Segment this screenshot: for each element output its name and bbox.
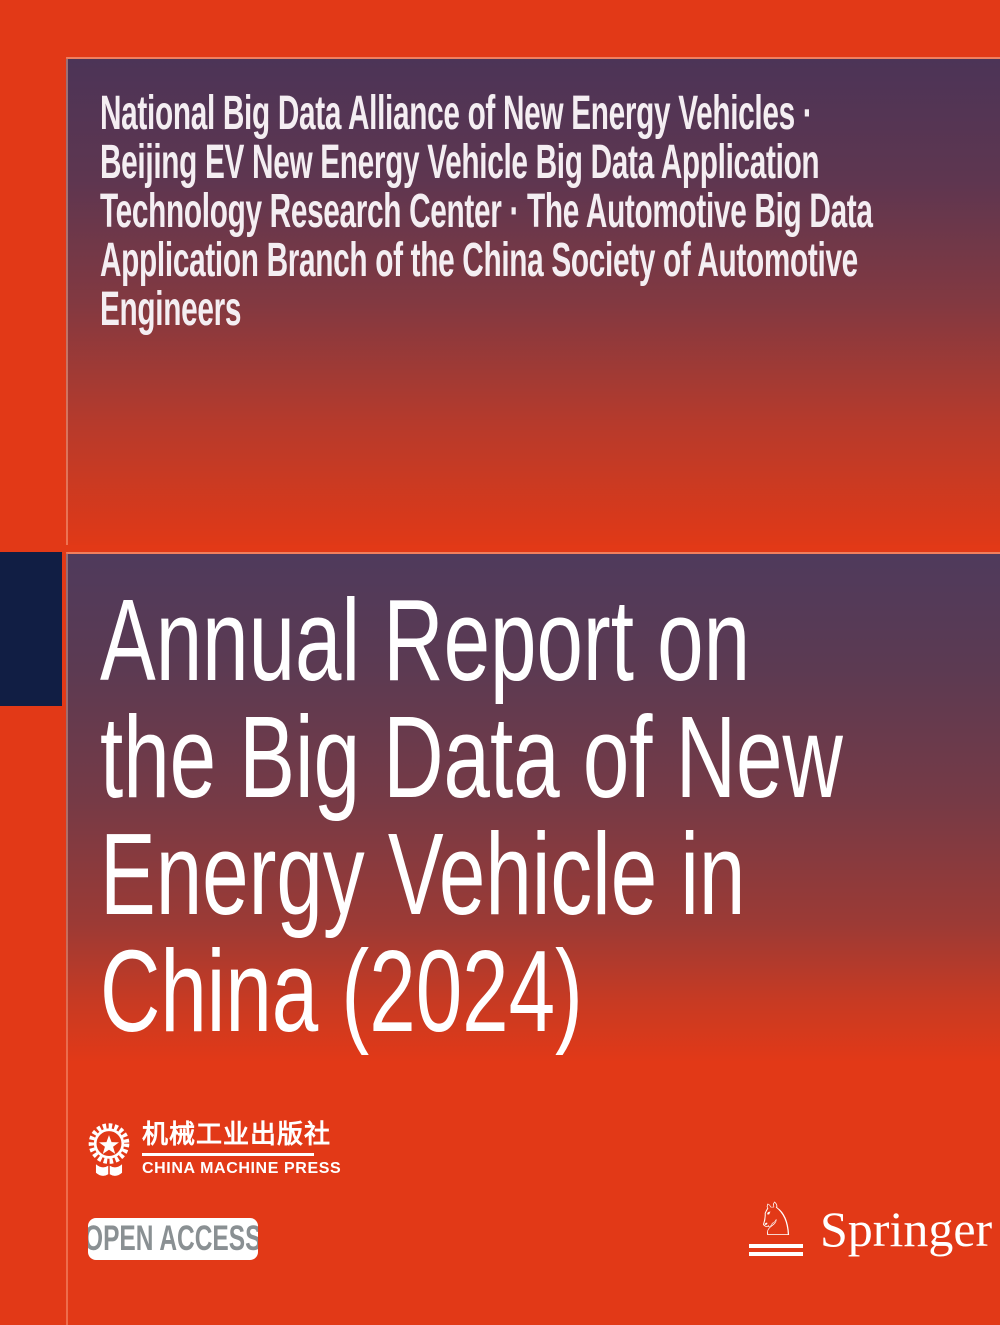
title-box: Annual Report on the Big Data of New Ene… — [66, 552, 1000, 1325]
open-access-badge: OPEN ACCESS — [88, 1218, 258, 1260]
cmp-chinese-name: 机械工业出版社 — [142, 1120, 332, 1150]
book-title: Annual Report on the Big Data of New Ene… — [100, 582, 1000, 1050]
author-line: National Big Data Alliance of New Energy… — [100, 87, 813, 140]
accent-square — [0, 552, 62, 706]
author-line: Engineers — [100, 283, 242, 336]
springer-base-line — [749, 1244, 803, 1248]
author-box: National Big Data Alliance of New Energy… — [66, 57, 1000, 545]
author-line: Beijing EV New Energy Vehicle Big Data A… — [100, 136, 820, 189]
springer-logo: ♘ Springer — [744, 1196, 994, 1272]
springer-wordmark: Springer — [820, 1201, 993, 1257]
springer-knight-icon: ♘ — [744, 1196, 808, 1256]
author-line: Technology Research Center · The Automot… — [100, 185, 873, 238]
cmp-english-name: CHINA MACHINE PRESS — [142, 1160, 342, 1177]
author-line: Application Branch of the China Society … — [100, 234, 858, 287]
china-machine-press-logo: 机械工业出版社 CHINA MACHINE PRESS — [86, 1120, 341, 1182]
title-line: China (2024) — [100, 926, 583, 1056]
title-line: Energy Vehicle in — [100, 809, 746, 939]
gear-star-book-icon — [88, 1123, 130, 1176]
open-access-label: OPEN ACCESS — [88, 1219, 258, 1258]
springer-base-line — [749, 1252, 803, 1256]
author-text-block: National Big Data Alliance of New Energy… — [100, 89, 1000, 334]
title-line: the Big Data of New — [100, 692, 843, 822]
cmp-underline — [142, 1153, 314, 1156]
cmp-text-column: 机械工业出版社 CHINA MACHINE PRESS — [142, 1120, 341, 1178]
title-line: Annual Report on — [100, 575, 751, 705]
